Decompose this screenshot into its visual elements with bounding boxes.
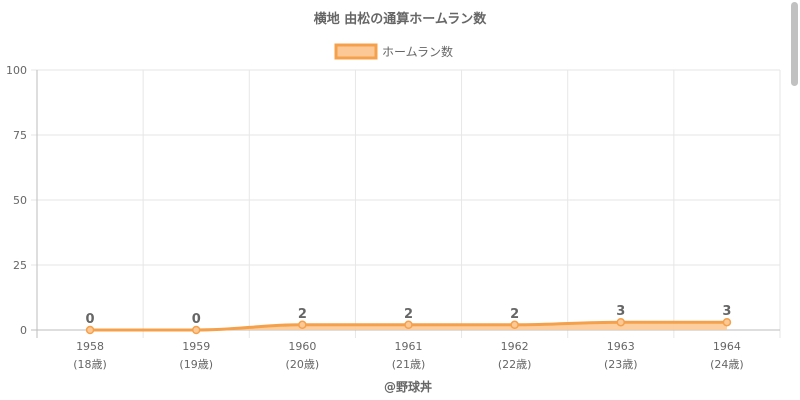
y-tick-label: 25 [13, 259, 27, 272]
data-point[interactable] [404, 320, 413, 330]
x-tick-label: 1959 [182, 340, 210, 353]
legend-label: ホームラン数 [382, 44, 453, 59]
legend-swatch [334, 43, 378, 60]
x-tick-sublabel: (22歳) [498, 358, 532, 371]
y-tick-label: 75 [13, 129, 27, 142]
data-point[interactable] [616, 317, 626, 327]
axes: 0 25 50 75 100 1958 (18歳) 1959 (19歳) 1960 (20歳) 196… [6, 64, 780, 371]
y-tick-label: 50 [13, 194, 27, 207]
data-label: 3 [722, 304, 731, 319]
data-label: 2 [298, 307, 307, 322]
data-label: 0 [86, 312, 95, 327]
scrollbar-thumb[interactable] [791, 2, 798, 86]
data-point[interactable] [298, 320, 307, 330]
x-tick-sublabel: (18歳) [73, 358, 107, 371]
series-homeruns [85, 317, 732, 335]
y-tick-label: 0 [20, 324, 27, 337]
x-tick-sublabel: (21歳) [392, 358, 426, 371]
x-tick-label: 1960 [288, 340, 316, 353]
x-tick-sublabel: (24歳) [710, 358, 744, 371]
data-label: 2 [510, 307, 519, 322]
x-tick-label: 1962 [501, 340, 529, 353]
data-point[interactable] [191, 325, 201, 335]
data-label: 3 [616, 304, 625, 319]
footer-credit: @野球丼 [384, 379, 432, 394]
data-point[interactable] [85, 325, 95, 335]
data-label: 2 [404, 307, 413, 322]
data-labels: 0 0 2 2 2 3 3 [86, 304, 732, 327]
data-label: 0 [192, 312, 201, 327]
data-point[interactable] [510, 320, 519, 330]
x-tick-sublabel: (23歳) [604, 358, 638, 371]
x-tick-label: 1958 [76, 340, 104, 353]
x-tick-label: 1961 [395, 340, 423, 353]
y-tick-label: 100 [6, 64, 27, 77]
data-point[interactable] [722, 317, 732, 327]
x-tick-label: 1963 [607, 340, 635, 353]
x-tick-sublabel: (19歳) [179, 358, 213, 371]
scrollbar[interactable] [791, 0, 799, 400]
grid [31, 69, 781, 338]
x-tick-label: 1964 [713, 340, 741, 353]
legend[interactable]: ホームラン数 [334, 43, 453, 60]
x-tick-sublabel: (20歳) [286, 358, 320, 371]
chart-title: 横地 由松の通算ホームラン数 [314, 11, 487, 27]
